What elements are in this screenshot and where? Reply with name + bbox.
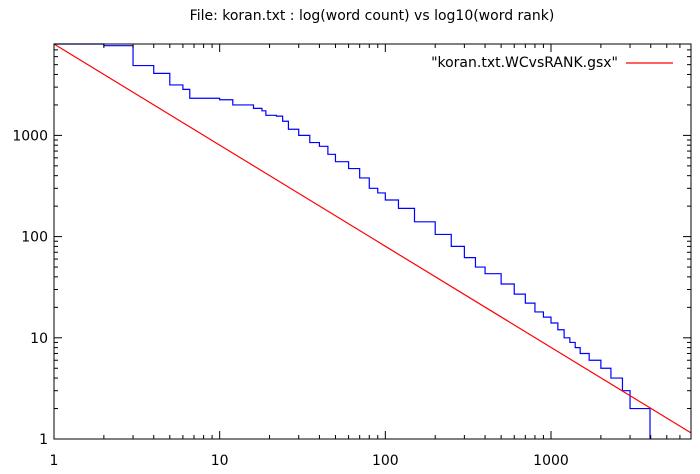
y-axis: 1 10 100 1000 xyxy=(12,43,691,448)
y-tick-label: 1000 xyxy=(12,128,48,144)
plot-area: 1 10 100 1000 1 10 100 1000 xyxy=(12,43,692,469)
legend-label: "koran.txt.WCvsRANK.gsx" xyxy=(431,55,618,71)
series-line-2 xyxy=(53,43,692,434)
chart-title: File: koran.txt : log(word count) vs log… xyxy=(190,8,555,24)
y-tick-label: 10 xyxy=(30,331,48,347)
y-tick-label: 1 xyxy=(39,432,48,448)
y-tick-label: 100 xyxy=(21,230,48,246)
x-tick-label: 1 xyxy=(50,453,59,469)
legend: "koran.txt.WCvsRANK.gsx" xyxy=(431,55,673,71)
x-tick-label: 100 xyxy=(372,453,399,469)
x-tick-label: 1000 xyxy=(533,453,569,469)
x-tick-label: 10 xyxy=(211,453,229,469)
series-layer xyxy=(53,43,692,439)
x-axis: 1 10 100 1000 xyxy=(50,44,692,469)
plot-frame xyxy=(53,43,692,440)
series-line-1 xyxy=(54,43,651,439)
